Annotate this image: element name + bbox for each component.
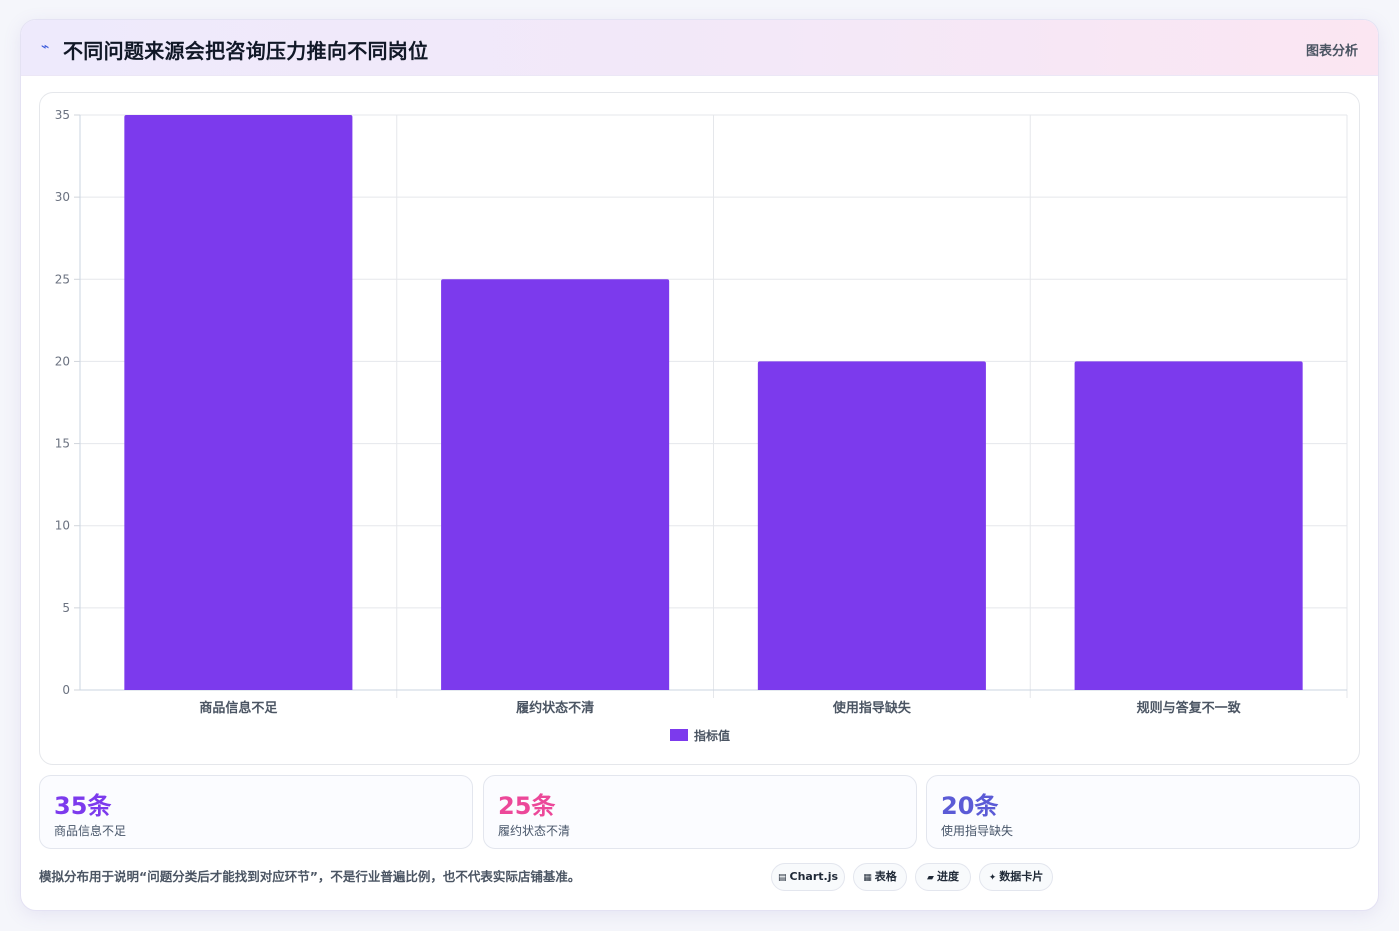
badge-label: 进度 [936, 870, 959, 883]
chart-panel: 0 5 10 15 20 25 30 35 商品信息不足 履约状态不清 使用指导缺失 规则与答复不一致… [39, 92, 1360, 765]
y-tick-label: 15 [55, 437, 70, 451]
stat-label: 使用指导缺失 [941, 824, 1014, 838]
bar [1074, 361, 1303, 690]
progress-icon: ▰ [927, 873, 934, 883]
chart-card: ⌁ 不同问题来源会把咨询压力推向不同岗位 图表分析 0 5 10 15 20 25 30 35… [20, 19, 1379, 911]
badge-label: 表格 [874, 870, 897, 883]
card-title: 不同问题来源会把咨询压力推向不同岗位 [63, 39, 429, 63]
header-tag: 图表分析 [1305, 44, 1358, 59]
badge-label: Chart.js [789, 870, 839, 883]
bar [441, 279, 670, 690]
y-tick-label: 10 [55, 519, 70, 533]
chart-icon: ▤ [777, 873, 787, 883]
x-tick-label: 商品信息不足 [199, 700, 278, 716]
stat-value: 25条 [498, 792, 556, 820]
legend-swatch [670, 729, 688, 741]
card-header: ⌁ 不同问题来源会把咨询压力推向不同岗位 图表分析 [21, 20, 1378, 76]
bar [124, 115, 353, 690]
bar [757, 361, 986, 690]
stat-card-1: 35条 商品信息不足 [39, 775, 473, 849]
legend-label: 指标值 [694, 728, 730, 743]
table-icon: ▦ [863, 873, 872, 883]
y-tick-label: 20 [55, 354, 70, 368]
chart-line-icon: ⌁ [41, 39, 50, 55]
y-tick-label: 25 [55, 272, 70, 286]
x-tick-label: 履约状态不清 [516, 700, 594, 716]
bar-chart: 0 5 10 15 20 25 30 35 商品信息不足 履约状态不清 使用指导缺失 规则与答复不一致… [55, 108, 1348, 743]
sparkle-icon: ✦ [988, 873, 997, 883]
stat-card-2: 25条 履约状态不清 [483, 775, 917, 849]
stat-value: 35条 [54, 792, 112, 820]
badge-label: 数据卡片 [999, 870, 1044, 883]
y-tick-label: 35 [55, 108, 70, 122]
stat-label: 履约状态不清 [498, 824, 571, 838]
badge-table[interactable]: ▦ 表格 [853, 863, 907, 891]
x-tick-label: 规则与答复不一致 [1137, 700, 1242, 716]
y-tick-label: 0 [62, 683, 70, 697]
y-tick-label: 5 [62, 601, 70, 615]
stat-value: 20条 [941, 792, 999, 820]
stat-card-3: 20条 使用指导缺失 [926, 775, 1360, 849]
x-tick-label: 使用指导缺失 [832, 700, 912, 716]
y-tick-label: 30 [55, 190, 70, 204]
footnote: 模拟分布用于说明“问题分类后才能找到对应环节”，不是行业普遍比例，也不代表实际店… [39, 869, 581, 884]
badge-data-card[interactable]: ✦ 数据卡片 [979, 863, 1053, 891]
badge-progress[interactable]: ▰ 进度 [915, 863, 971, 891]
stat-label: 商品信息不足 [54, 824, 127, 838]
badge-chartjs[interactable]: ▤ Chart.js [771, 863, 845, 891]
